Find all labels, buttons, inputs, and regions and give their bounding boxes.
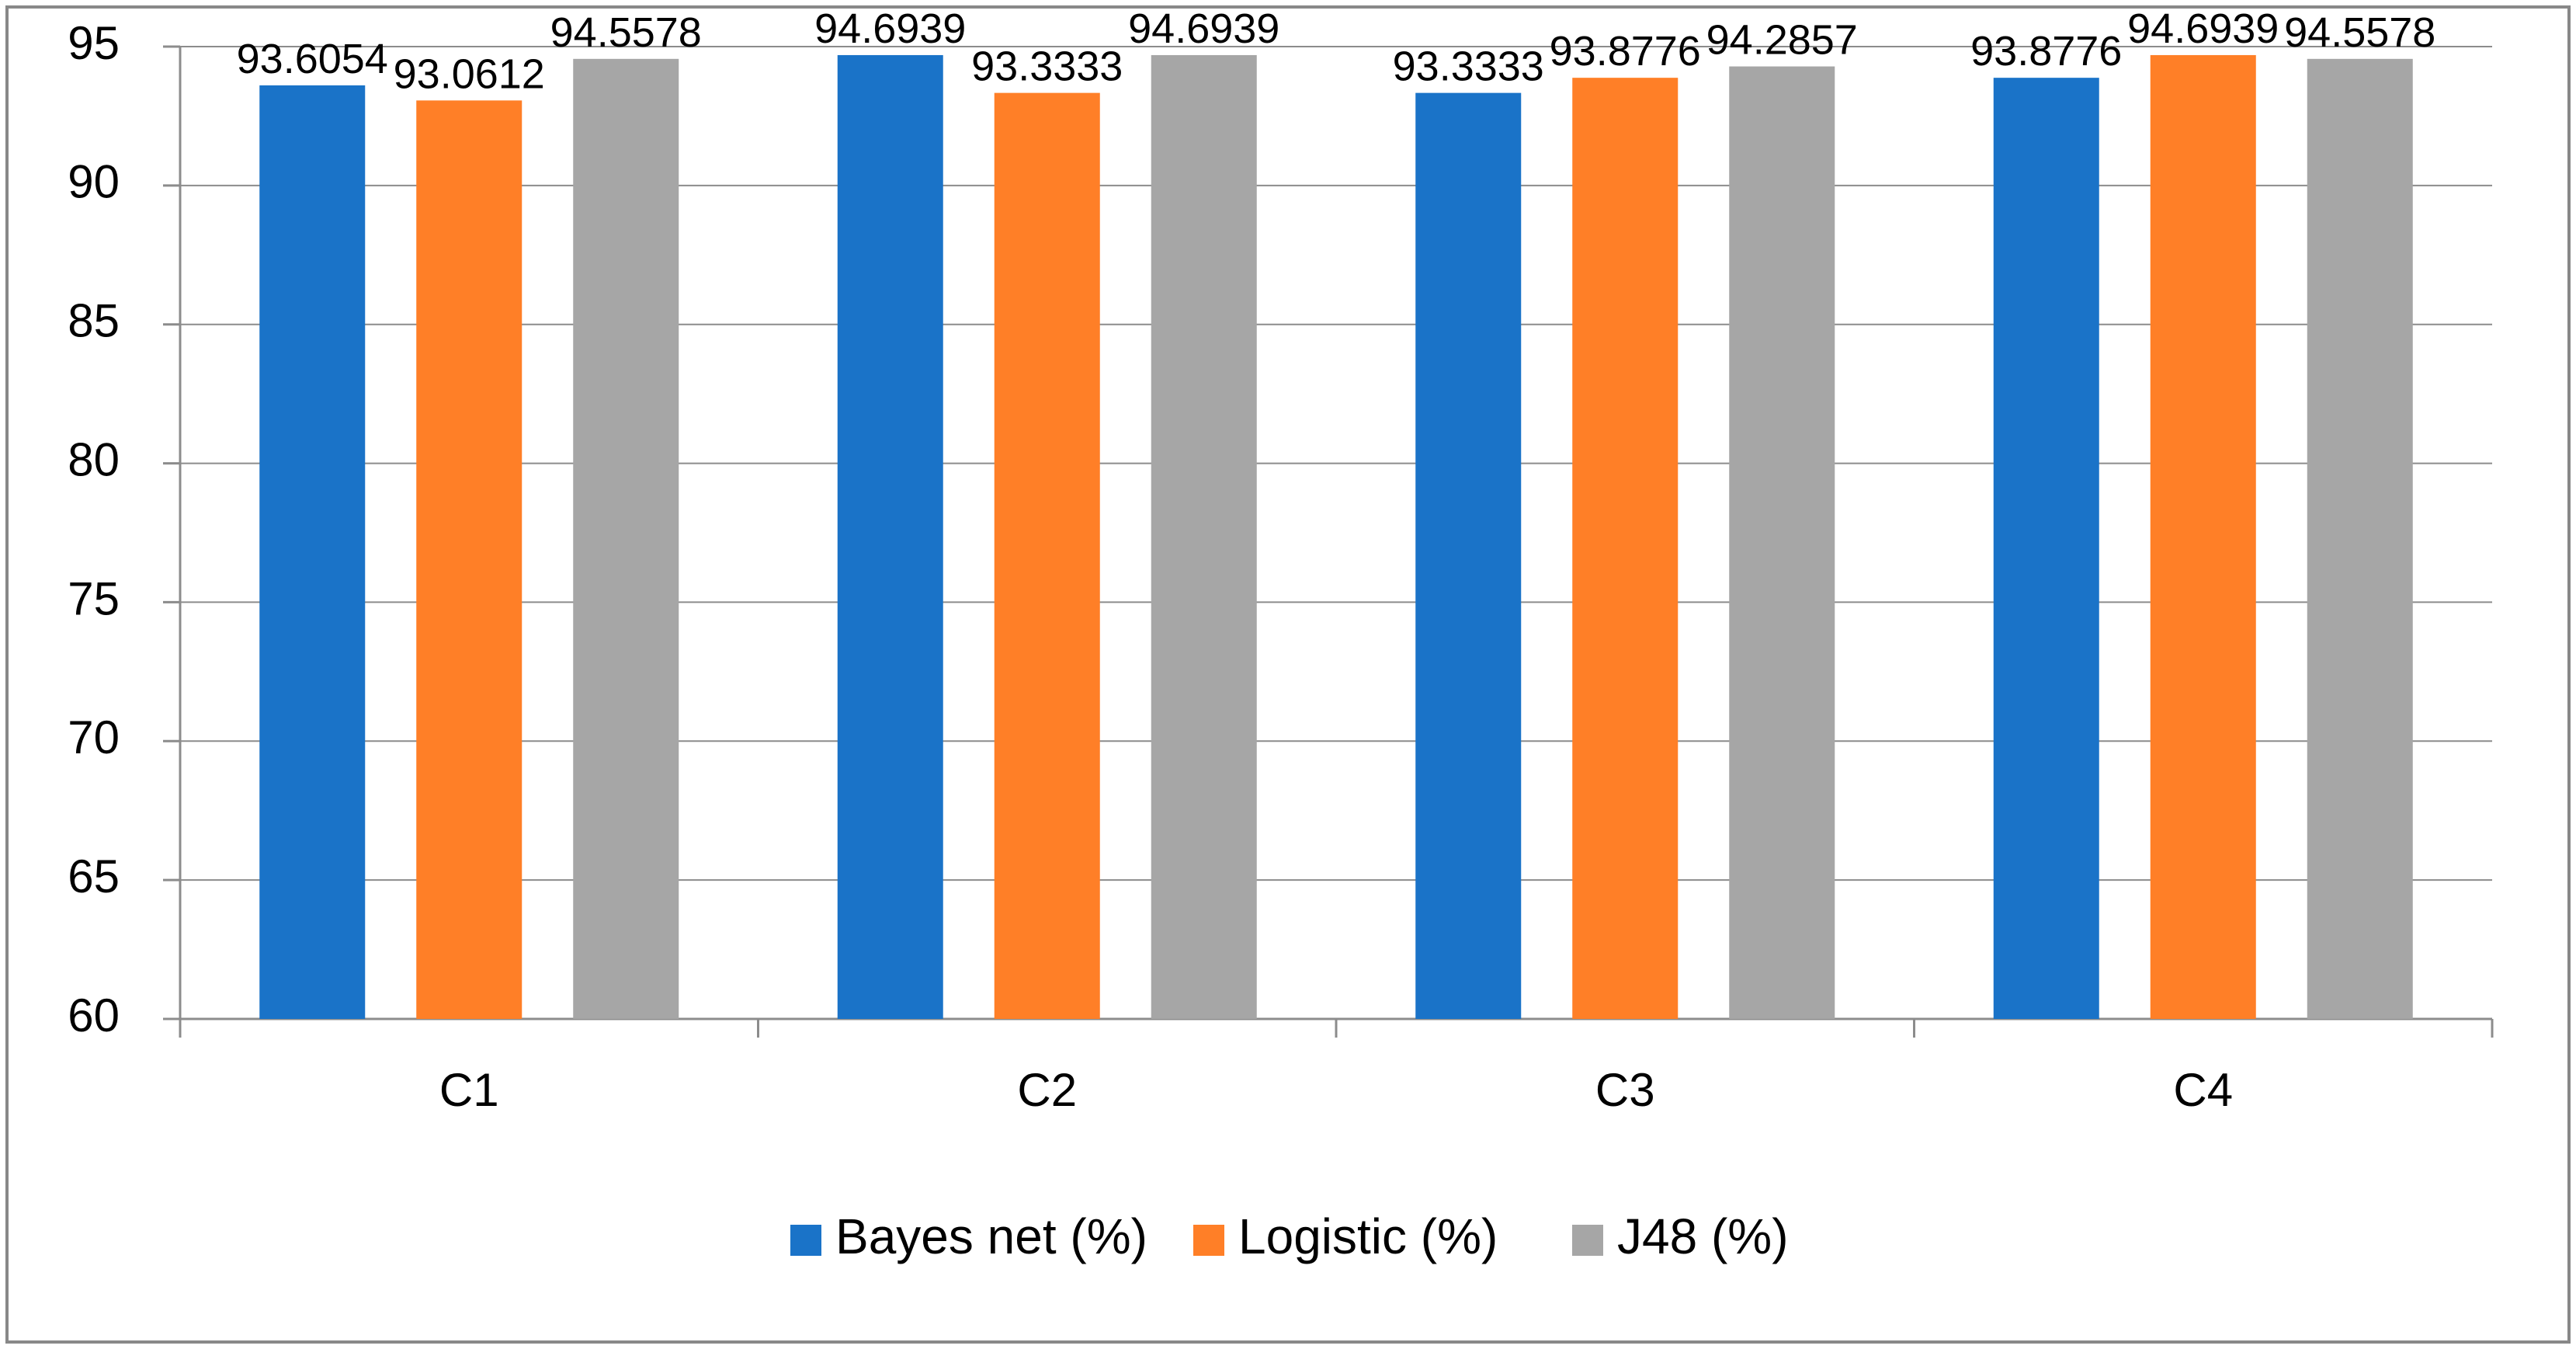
- bar-1-c3: [1415, 92, 1522, 1019]
- y-tick-label: 90: [68, 156, 120, 208]
- y-tick-label: 70: [68, 711, 120, 763]
- y-tick-label: 85: [68, 295, 120, 347]
- legend-swatch: [1193, 1225, 1224, 1256]
- legend-label: Logistic (%): [1238, 1208, 1498, 1264]
- data-label: 94.6939: [814, 5, 966, 52]
- data-label: 94.2857: [1706, 17, 1858, 64]
- bar-2-c4: [2150, 54, 2256, 1020]
- data-label: 93.3333: [1393, 43, 1544, 90]
- legend-label: Bayes net (%): [835, 1208, 1147, 1264]
- bar-1-c1: [259, 85, 366, 1019]
- x-tick-label: C4: [2173, 1064, 2233, 1116]
- data-label: 93.8776: [1550, 28, 1701, 75]
- data-label: 93.3333: [971, 43, 1123, 90]
- bar-2-c1: [416, 100, 522, 1020]
- bar-3-c3: [1729, 66, 1835, 1020]
- x-tick-label: C2: [1017, 1064, 1077, 1116]
- y-tick-label: 65: [68, 850, 120, 902]
- bar-2-c2: [994, 92, 1100, 1019]
- y-tick-label: 95: [68, 17, 120, 69]
- bar-1-c4: [1993, 78, 2099, 1019]
- x-tick-label: C1: [439, 1064, 499, 1116]
- x-tick-label: C3: [1595, 1064, 1655, 1116]
- legend-swatch: [1572, 1225, 1603, 1256]
- y-tick-label: 75: [68, 572, 120, 624]
- data-label: 93.8776: [1970, 28, 2122, 75]
- legend-label: J48 (%): [1617, 1208, 1789, 1264]
- y-tick-label: 80: [68, 433, 120, 485]
- data-label: 93.0612: [394, 50, 545, 97]
- bar-3-c4: [2307, 58, 2413, 1020]
- bar-3-c1: [573, 58, 679, 1020]
- bar-3-c2: [1151, 54, 1257, 1020]
- y-tick-label: 60: [68, 989, 120, 1041]
- data-label: 94.5578: [2284, 9, 2435, 56]
- data-label: 94.6939: [2127, 5, 2279, 52]
- bar-2-c3: [1572, 78, 1679, 1019]
- bar-1-c2: [837, 54, 943, 1020]
- legend-swatch: [790, 1225, 821, 1256]
- data-label: 94.6939: [1128, 5, 1279, 52]
- data-label: 94.5578: [550, 9, 702, 56]
- data-label: 93.6054: [237, 36, 388, 82]
